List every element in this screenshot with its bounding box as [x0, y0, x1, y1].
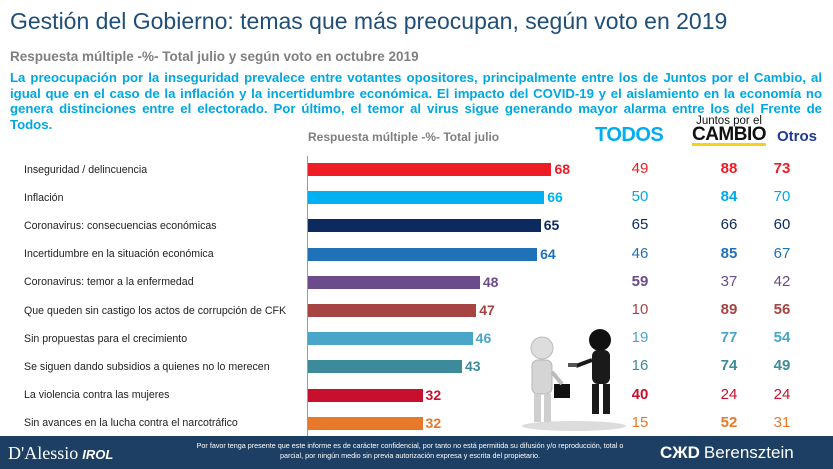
vote-cell-todos: 50	[631, 188, 649, 206]
bar	[308, 360, 462, 374]
irol-logo-text: IROL	[82, 447, 114, 462]
vote-cell-jxc: 37	[720, 272, 738, 290]
vote-cell-jxc: 85	[720, 244, 738, 262]
vote-cell-jxc: 88	[720, 160, 738, 177]
bar	[308, 275, 480, 289]
bar-value-label: 48	[482, 273, 499, 290]
vote-cell-otros: 70	[773, 188, 791, 206]
otros-header: Otros	[777, 128, 818, 145]
vote-cell-jxc: 89	[720, 301, 738, 318]
vote-cell-jxc: 24	[720, 385, 738, 403]
page-description: La preocupación por la inseguridad preva…	[10, 70, 822, 132]
vote-cell-otros: 56	[773, 301, 791, 318]
vote-cell-otros: 60	[773, 216, 791, 234]
bar-value-label: 66	[547, 189, 563, 206]
bar	[308, 388, 423, 402]
juntos-por-el-cambio-logo: Juntos por el CAMBIO	[688, 114, 770, 146]
vote-cell-todos: 49	[631, 160, 649, 177]
berensztein-logo: CЖD Berensztein	[660, 443, 794, 463]
bar	[308, 332, 473, 346]
confidentiality-note: Por favor tenga presente que este inform…	[196, 441, 624, 460]
vote-cell-otros: 31	[773, 413, 791, 431]
todos-logo: TODOS	[595, 124, 664, 147]
vote-cell-todos: 16	[631, 357, 649, 375]
category-label: Inseguridad / delincuencia	[24, 163, 148, 176]
category-label: Inflación	[24, 191, 64, 204]
jxc-logo-underline	[692, 143, 766, 146]
chart-subtitle: Respuesta múltiple -%- Total julio	[308, 130, 500, 144]
vote-cell-otros: 67	[773, 244, 791, 262]
category-label: Coronavirus: temor a la enfermedad	[24, 276, 194, 289]
vote-cell-jxc: 74	[720, 357, 738, 375]
vote-cell-todos: 15	[631, 413, 649, 431]
bar-value-label: 46	[475, 330, 492, 347]
bar	[308, 191, 545, 205]
page-subtitle: Respuesta múltiple -%- Total julio y seg…	[10, 49, 419, 64]
page-title: Gestión del Gobierno: temas que más preo…	[10, 8, 728, 34]
vote-cell-todos: 46	[631, 244, 649, 262]
bar-value-label: 43	[464, 358, 481, 375]
vote-cell-otros: 54	[773, 329, 791, 347]
berensztein-logo-text: Berensztein	[703, 443, 794, 462]
vote-cell-todos: 10	[631, 301, 649, 318]
todos-logo-text: TODOS	[595, 124, 664, 146]
bar	[308, 219, 541, 233]
bar	[308, 247, 538, 261]
chart-axis-line	[307, 156, 308, 436]
vote-cell-todos: 59	[631, 272, 649, 290]
vote-cell-todos: 40	[631, 385, 649, 403]
vote-cell-jxc: 77	[720, 329, 738, 347]
bar-value-label: 47	[479, 302, 495, 318]
category-label: Se siguen dando subsidios a quienes no l…	[24, 360, 270, 373]
bar-value-label: 68	[554, 161, 571, 177]
category-label: Coronavirus: consecuencias económicas	[24, 219, 217, 232]
bar	[308, 163, 552, 176]
vote-cell-jxc: 66	[720, 216, 738, 234]
category-label: La violencia contra las mujeres	[24, 389, 170, 402]
bar-value-label: 64	[540, 245, 556, 262]
bar	[308, 304, 477, 317]
vote-cell-otros: 42	[773, 272, 791, 290]
vote-cell-jxc: 52	[720, 413, 738, 431]
category-label: Que queden sin castigo los actos de corr…	[24, 304, 287, 317]
vote-cell-otros: 49	[773, 357, 791, 375]
category-label: Sin propuestas para el crecimiento	[24, 332, 188, 345]
category-label: Sin avances en la lucha contra el narcot…	[24, 417, 238, 430]
vote-cell-jxc: 84	[720, 188, 738, 206]
bar-value-label: 65	[543, 217, 560, 234]
jxc-logo-top: Juntos por el	[696, 115, 762, 127]
dalessio-irol-logo: D'Alessio IROL	[8, 443, 113, 464]
footer-bar: D'Alessio IROL Por favor tenga presente q…	[0, 436, 833, 469]
vote-cell-otros: 24	[773, 385, 791, 403]
category-label: Incertidumbre en la situación económica	[24, 248, 214, 261]
dalessio-logo-text: D'Alessio	[8, 443, 79, 463]
jxc-logo-bottom: CAMBIO	[691, 124, 767, 145]
berensztein-mark-icon: CЖD	[660, 443, 700, 462]
businessman-thief-illustration	[514, 322, 632, 432]
vote-cell-otros: 73	[773, 160, 791, 177]
bar-value-label: 32	[425, 386, 442, 403]
vote-cell-todos: 19	[631, 329, 649, 347]
bar	[308, 416, 423, 430]
bar-value-label: 32	[425, 414, 442, 431]
vote-cell-todos: 65	[631, 216, 649, 234]
